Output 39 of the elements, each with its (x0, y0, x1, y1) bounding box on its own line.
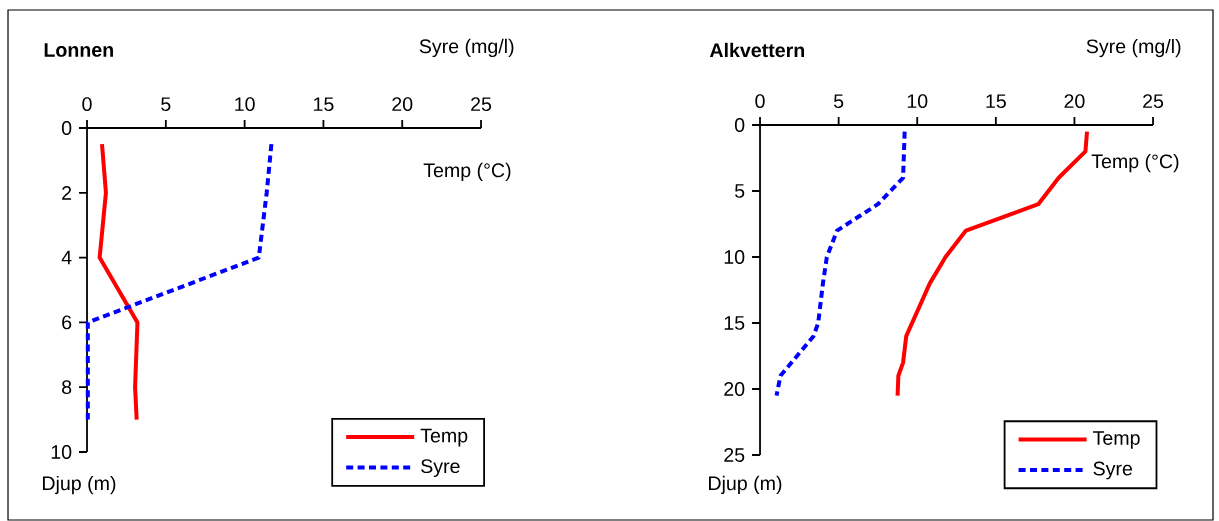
x-tick-label: 25 (1143, 94, 1164, 109)
annotation: Temp (°C) (423, 162, 511, 182)
y-tick-label: 25 (724, 448, 745, 462)
x-tick-label: 5 (161, 97, 171, 112)
x-tick-label: 20 (392, 97, 413, 112)
x-axis-title: Syre (mg/l) (1086, 38, 1181, 58)
y-tick-label: 5 (734, 184, 745, 198)
x-tick-label: 5 (833, 94, 844, 109)
x-tick-label: 15 (314, 97, 334, 112)
x-axis-title: Syre (mg/l) (419, 38, 514, 58)
y-tick-label: 0 (734, 118, 745, 132)
y-tick-label: 6 (62, 315, 72, 330)
x-tick-label: 25 (471, 97, 492, 112)
y-tick-label: 8 (62, 380, 72, 395)
y-axis-title: Djup (m) (42, 475, 116, 495)
y-tick-label: 2 (62, 185, 72, 200)
x-tick-label: 0 (82, 97, 92, 112)
x-tick-label: 0 (755, 94, 765, 109)
y-tick-label: 10 (51, 445, 72, 459)
chart-title: Alkvettern (709, 42, 805, 58)
x-tick-label: 20 (1064, 94, 1085, 109)
y-tick-label: 15 (724, 316, 745, 330)
y-axis-title: Djup (m) (709, 475, 782, 495)
x-tick-label: 10 (235, 97, 255, 112)
legend-label: Temp (1093, 431, 1140, 449)
x-tick-label: 10 (907, 94, 928, 109)
annotation: Temp (°C) (1091, 153, 1179, 173)
line-series (97, 142, 140, 422)
x-tick-label: 15 (986, 94, 1006, 109)
chart-title: Lonnen (44, 43, 113, 57)
line-series (895, 129, 1090, 398)
y-tick-label: 4 (61, 250, 72, 265)
line-series (774, 129, 907, 398)
y-tick-label: 0 (61, 121, 72, 135)
legend-label: Syre (421, 459, 460, 477)
legend-label: Syre (1093, 461, 1133, 480)
y-tick-label: 10 (724, 250, 745, 264)
legend-label: Temp (420, 428, 468, 447)
y-tick-label: 20 (724, 382, 745, 396)
